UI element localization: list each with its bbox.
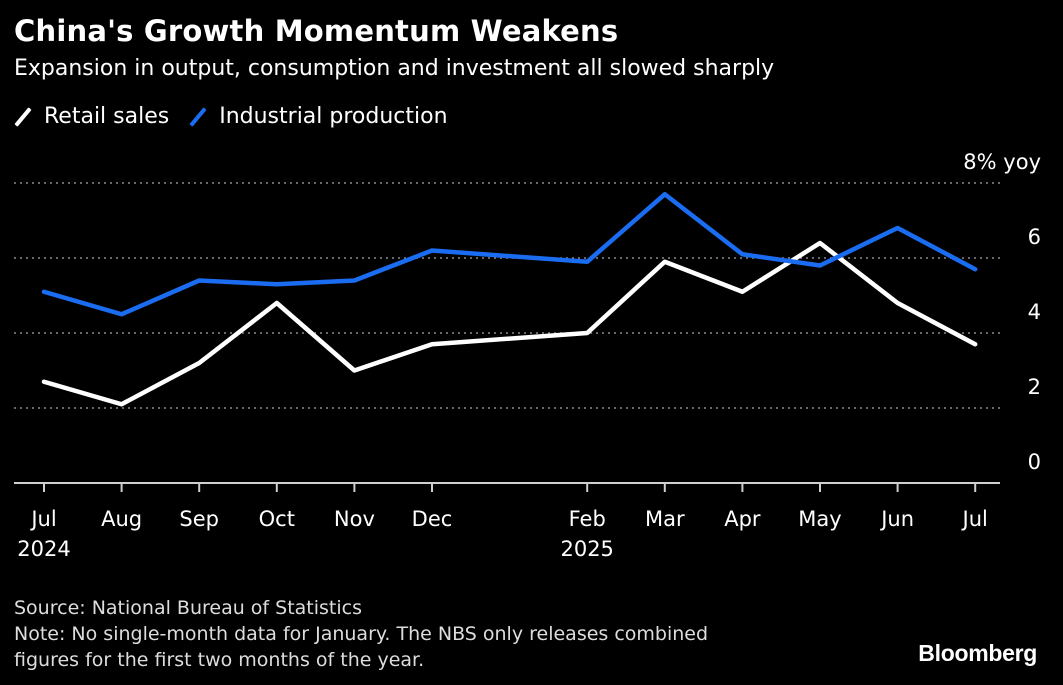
- footer: Source: National Bureau of Statistics No…: [14, 595, 708, 673]
- x-tick-label: May: [798, 507, 841, 531]
- x-tick-label: Aug: [101, 507, 142, 531]
- legend-label-retail-sales: Retail sales: [44, 104, 170, 129]
- chart-title: China's Growth Momentum Weakens: [14, 14, 619, 48]
- x-tick-label: Jun: [879, 507, 914, 531]
- x-tick-year-label: 2024: [17, 537, 70, 561]
- x-tick-label: Oct: [259, 507, 295, 531]
- x-tick-label: Dec: [412, 507, 453, 531]
- y-tick-label: 2: [1028, 375, 1041, 399]
- industrial-production-swatch-icon: [189, 107, 207, 127]
- bloomberg-logo: Bloomberg: [918, 640, 1037, 666]
- series-line-retail-sales: [41, 240, 978, 407]
- x-tick-label: Feb: [569, 507, 606, 531]
- note-line-1: Note: No single-month data for January. …: [14, 623, 709, 645]
- x-tick-label: Apr: [724, 507, 761, 531]
- y-tick-label: 0: [1028, 450, 1041, 474]
- legend-item-industrial-production: Industrial production: [189, 104, 447, 129]
- x-tick-label: Mar: [645, 507, 685, 531]
- y-tick-label: 8% yoy: [963, 150, 1041, 174]
- x-tick-label: Jul: [29, 507, 56, 531]
- legend-item-retail-sales: Retail sales: [14, 104, 169, 129]
- x-tick-label: Jul: [961, 507, 988, 531]
- note-line-2: figures for the first two months of the …: [14, 649, 425, 671]
- source-note: Source: National Bureau of Statistics: [14, 597, 363, 619]
- x-tick-year-label: 2025: [560, 537, 613, 561]
- y-tick-label: 6: [1028, 225, 1041, 249]
- legend: Retail sales Industrial production: [14, 104, 468, 129]
- series-line-industrial-production: [41, 192, 978, 317]
- y-tick-label: 4: [1028, 300, 1041, 324]
- chart-subtitle: Expansion in output, consumption and inv…: [14, 56, 775, 81]
- x-tick-label: Nov: [334, 507, 375, 531]
- retail-sales-swatch-icon: [14, 107, 32, 127]
- legend-label-industrial-production: Industrial production: [219, 104, 448, 129]
- line-chart: 0 2 4 6 8% yoy Jul 2024 Aug Sep Oct Nov Dec Feb 2025 M…: [14, 150, 1041, 561]
- x-tick-label: Sep: [179, 507, 219, 531]
